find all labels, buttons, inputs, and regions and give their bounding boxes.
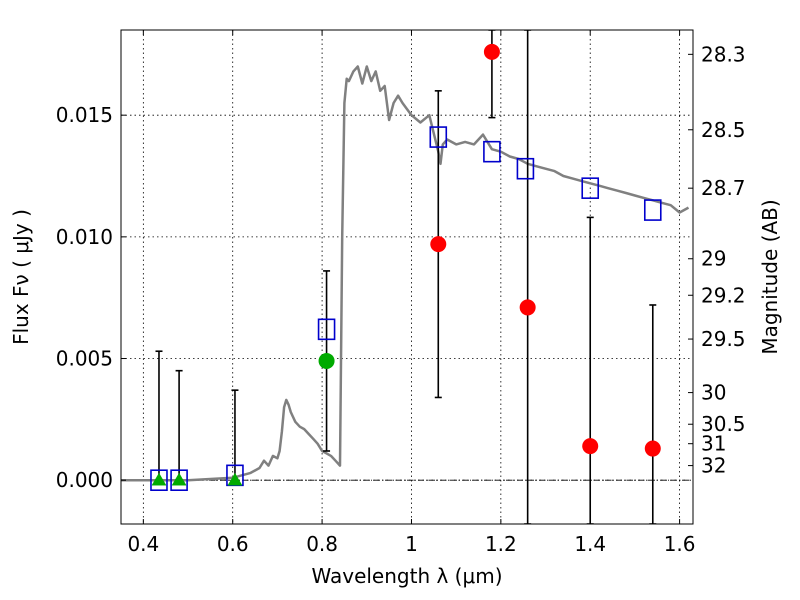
- detection-point-marker: [318, 352, 335, 369]
- model-sed-line: [121, 65, 690, 482]
- right-tick-label: 30.5: [701, 412, 746, 436]
- model-photometry-square: [429, 126, 448, 148]
- upper-limit-triangle: [227, 472, 243, 486]
- x-tick-label: 1.2: [485, 532, 517, 556]
- observed-point-marker: [519, 299, 536, 316]
- observed-point-marker: [582, 438, 599, 455]
- y-axis-title: Flux Fν ( μJy ): [9, 209, 33, 345]
- x-tick-label: 1.6: [664, 532, 696, 556]
- model-photometry-square: [643, 199, 662, 221]
- right-tick-label: 30: [701, 381, 726, 405]
- observed-point-marker: [483, 43, 500, 60]
- upper-limit-triangle: [151, 472, 167, 486]
- model-photometry-square: [317, 318, 336, 341]
- right-axis-title: Magnitude (AB): [758, 199, 782, 354]
- model-photometry-square: [483, 140, 501, 163]
- grid: [121, 30, 693, 524]
- model-photometry-square: [170, 469, 188, 491]
- observed-point-marker: [430, 236, 447, 253]
- model-photometry-square: [581, 177, 600, 199]
- data-layer: [121, 30, 690, 524]
- y-tick-label: 0.000: [56, 468, 113, 492]
- ticks: 0.4 0.6 0.8 1 1.2 1.4 1.6 0.000 0.005 0.010 0.015 2…: [56, 30, 746, 556]
- x-axis-title: Wavelength λ (μm): [311, 564, 502, 588]
- right-tick-label: 29.5: [701, 327, 746, 351]
- model-photometry-square: [516, 157, 535, 180]
- y-tick-label: 0.005: [56, 347, 113, 371]
- x-tick-label: 1: [405, 532, 418, 556]
- right-tick-label: 29: [701, 247, 726, 271]
- observed-point-marker: [644, 440, 661, 457]
- right-tick-label: 28.5: [701, 118, 746, 142]
- x-tick-label: 0.4: [127, 532, 159, 556]
- right-tick-label: 28.7: [701, 176, 746, 200]
- y-tick-label: 0.015: [56, 103, 113, 127]
- right-tick-label: 29.2: [701, 283, 746, 307]
- x-tick-label: 0.8: [306, 532, 338, 556]
- upper-limit-triangle: [171, 472, 187, 486]
- plot-frame: [120, 29, 694, 525]
- x-tick-label: 0.6: [217, 532, 249, 556]
- y-tick-label: 0.010: [56, 225, 113, 249]
- right-tick-label: 32: [701, 454, 726, 478]
- model-photometry-square: [150, 469, 168, 491]
- x-tick-label: 1.4: [574, 532, 606, 556]
- right-tick-label: 31: [701, 432, 726, 456]
- right-tick-label: 28.3: [701, 42, 746, 66]
